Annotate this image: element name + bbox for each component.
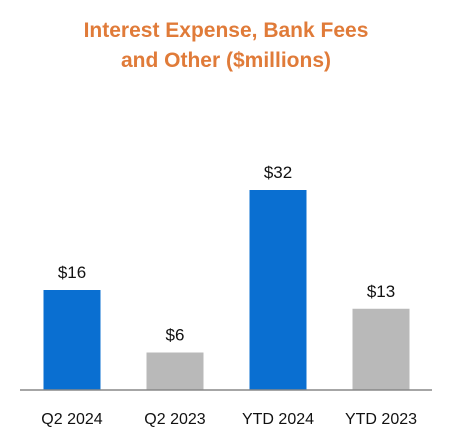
x-tick-label: YTD 2024 (242, 411, 314, 428)
x-tick-label: Q2 2024 (41, 411, 102, 428)
chart-title-line-1: Interest Expense, Bank Fees (84, 19, 369, 42)
value-label: $16 (58, 263, 86, 282)
value-label: $32 (264, 163, 292, 182)
bar-q2-2023 (146, 352, 204, 390)
value-labels-group: $16 $6 $32 $13 (58, 163, 395, 345)
bars-group (43, 190, 410, 390)
chart-title-line-2: and Other ($millions) (121, 49, 331, 72)
bar-q2-2024 (43, 290, 101, 390)
x-tick-labels-group: Q2 2024 Q2 2023 YTD 2024 YTD 2023 (41, 411, 417, 428)
bar-ytd-2024 (249, 190, 307, 390)
value-label: $13 (367, 282, 395, 301)
value-label: $6 (166, 326, 185, 345)
x-tick-label: Q2 2023 (144, 411, 205, 428)
x-tick-label: YTD 2023 (345, 411, 417, 428)
bar-ytd-2023 (352, 308, 410, 390)
